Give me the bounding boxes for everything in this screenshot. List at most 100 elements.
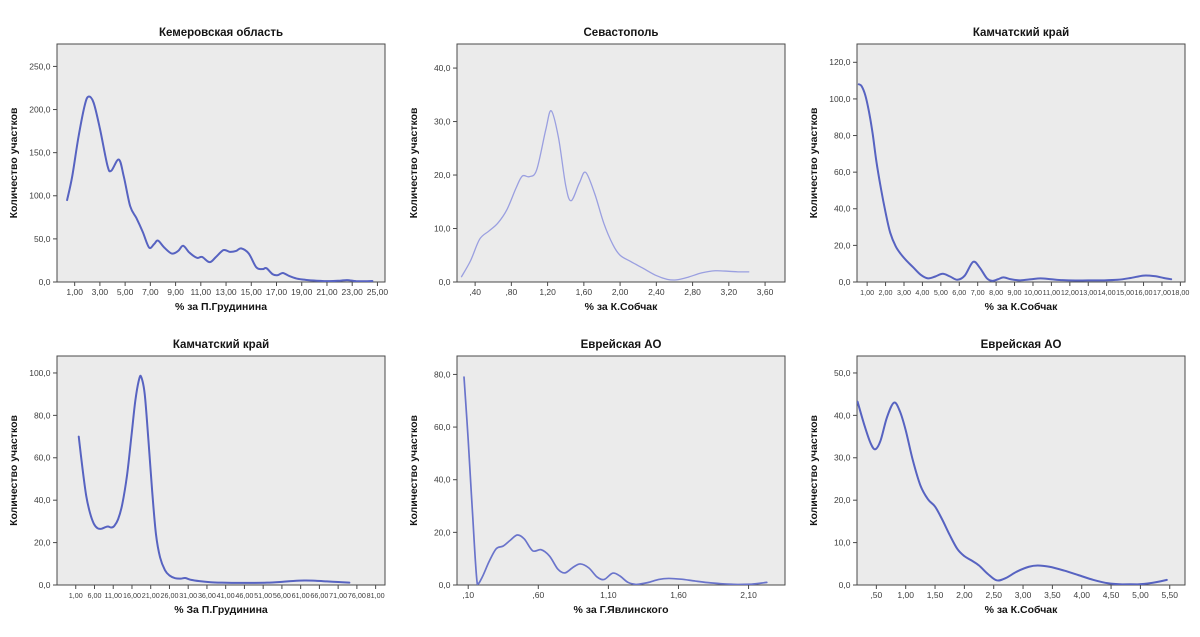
y-tick-label: 0,0 [39,580,51,590]
x-tick-label: 76,00 [348,591,366,600]
x-tick-label: 3,00 [897,288,911,297]
y-axis-label: Количество участков [808,107,820,218]
x-tick-label: 5,50 [1161,590,1178,600]
chart-sevastopol-sobchak: 0,0 10,0 20,0 30,0 40,0 ,40 ,80 1,20 1,60 2,00 2,4… [400,0,800,318]
density-curve [857,400,1168,585]
x-tick-label: 15,00 [241,287,263,297]
x-axis-label: % За П.Грудинина [174,604,268,616]
chart-title: Еврейская АО [981,339,1062,351]
x-tick-label: 8,00 [989,288,1003,297]
x-tick-label: 1,10 [600,590,617,600]
y-tick-label: 120,0 [829,57,851,67]
x-tick-label: 1,00 [897,590,914,600]
y-tick-label: 40,0 [434,475,451,485]
x-tick-label: 61,00 [292,591,310,600]
x-tick-label: 26,00 [160,591,178,600]
chart-canvas: 0,0 50,0 100,0 150,0 200,0 250,0 1,00 3,00 5,00 7… [8,27,388,313]
x-tick-label: 3,50 [1044,590,1061,600]
chart-title: Севастополь [584,27,659,39]
chart-kamchatskiy-kray-grudinin: 0,0 20,0 40,0 60,0 80,0 100,0 1,00 6,00 11,00 16,… [0,318,400,637]
y-axis-label: Количество участков [408,107,420,218]
chart-title: Камчатский край [173,339,269,351]
y-tick-label: 20,0 [834,240,851,250]
x-tick-label: 3,60 [757,287,774,297]
x-tick-label: 13,00 [215,287,237,297]
x-tick-label: 15,00 [1116,288,1134,297]
y-tick-label: 10,0 [434,223,451,233]
x-tick-label: 21,00 [142,591,160,600]
x-tick-label: 41,00 [217,591,235,600]
x-tick-label: 5,00 [934,288,948,297]
x-tick-label: ,60 [532,590,544,600]
y-tick-label: 40,0 [34,495,51,505]
x-tick-label: 11,00 [1043,288,1060,297]
x-tick-label: 56,00 [273,591,291,600]
y-tick-label: 40,0 [834,204,851,214]
density-curve [857,83,1173,282]
x-axis-label: % за К.Собчак [985,301,1059,313]
y-tick-label: 80,0 [834,130,851,140]
y-tick-label: 80,0 [434,369,451,379]
y-tick-label: 100,0 [29,368,51,378]
y-tick-label: 100,0 [829,94,851,104]
chart-canvas: 0,0 10,0 20,0 30,0 40,0 50,0 ,50 1,00 1,50 2,00 2,… [808,339,1186,616]
x-tick-label: 11,00 [105,591,122,600]
x-tick-label: 6,00 [87,591,101,600]
x-tick-label: 66,00 [310,591,328,600]
x-tick-label: 7,00 [971,288,985,297]
chart-evreyskaya-ao-sobchak: 0,0 10,0 20,0 30,0 40,0 50,0 ,50 1,00 1,50 2,00 2,… [800,318,1200,637]
plot-area [56,355,386,586]
x-tick-label: 2,00 [612,287,629,297]
x-tick-label: 21,00 [316,287,338,297]
x-tick-label: 12,00 [1061,288,1079,297]
plot-area [56,43,386,283]
plot-area [856,43,1186,283]
x-tick-label: 9,00 [1008,288,1022,297]
x-tick-label: ,40 [469,287,481,297]
x-tick-label: 3,20 [721,287,738,297]
x-tick-label: 11,00 [190,287,211,297]
x-tick-label: 7,00 [142,287,159,297]
y-axis-label: Количество участков [808,415,820,526]
x-tick-label: 3,00 [1015,590,1032,600]
y-tick-label: 60,0 [34,453,51,463]
x-tick-label: 4,00 [915,288,929,297]
y-axis-label: Количество участков [8,107,20,218]
y-tick-label: 50,0 [34,234,51,244]
x-tick-label: 2,50 [985,590,1002,600]
x-tick-label: 18,00 [1171,288,1189,297]
chart-canvas: 0,0 10,0 20,0 30,0 40,0 ,40 ,80 1,20 1,60 2,00 2,4… [408,27,786,313]
y-tick-label: 0,0 [439,580,451,590]
y-tick-label: 0,0 [439,277,451,287]
x-tick-label: 51,00 [254,591,272,600]
x-tick-label: 2,10 [740,590,757,600]
y-tick-label: 20,0 [34,537,51,547]
density-curve [77,374,351,584]
x-tick-label: ,80 [505,287,517,297]
x-tick-label: 1,50 [927,590,944,600]
x-tick-label: ,10 [462,590,474,600]
x-tick-label: ,50 [870,590,882,600]
x-tick-label: 31,00 [179,591,197,600]
y-tick-label: 150,0 [29,148,51,158]
chart-canvas: 0,0 20,0 40,0 60,0 80,0 100,0 120,0 1,00 2,00 3,0… [808,27,1189,313]
x-tick-label: 2,40 [648,287,665,297]
x-tick-label: 1,00 [69,591,83,600]
y-tick-label: 0,0 [39,277,51,287]
x-tick-label: 9,00 [167,287,184,297]
y-tick-label: 250,0 [29,61,51,71]
chart-evreyskaya-ao-yavlinskiy: 0,0 20,0 40,0 60,0 80,0 ,10 ,60 1,10 1,60 2,10 Евр… [400,318,800,637]
x-tick-label: 6,00 [952,288,966,297]
x-tick-label: 17,00 [266,287,288,297]
x-tick-label: 46,00 [235,591,253,600]
x-tick-label: 81,00 [367,591,385,600]
chart-canvas: 0,0 20,0 40,0 60,0 80,0 ,10 ,60 1,10 1,60 2,10 Евр… [408,339,786,616]
x-tick-label: 2,00 [879,288,893,297]
x-tick-label: 23,00 [342,287,364,297]
x-tick-label: 10,00 [1024,288,1042,297]
y-tick-label: 40,0 [434,63,451,73]
x-tick-label: 16,00 [123,591,141,600]
y-tick-label: 0,0 [839,580,851,590]
x-tick-label: 13,00 [1079,288,1097,297]
chart-title: Кемеровская область [159,27,283,39]
